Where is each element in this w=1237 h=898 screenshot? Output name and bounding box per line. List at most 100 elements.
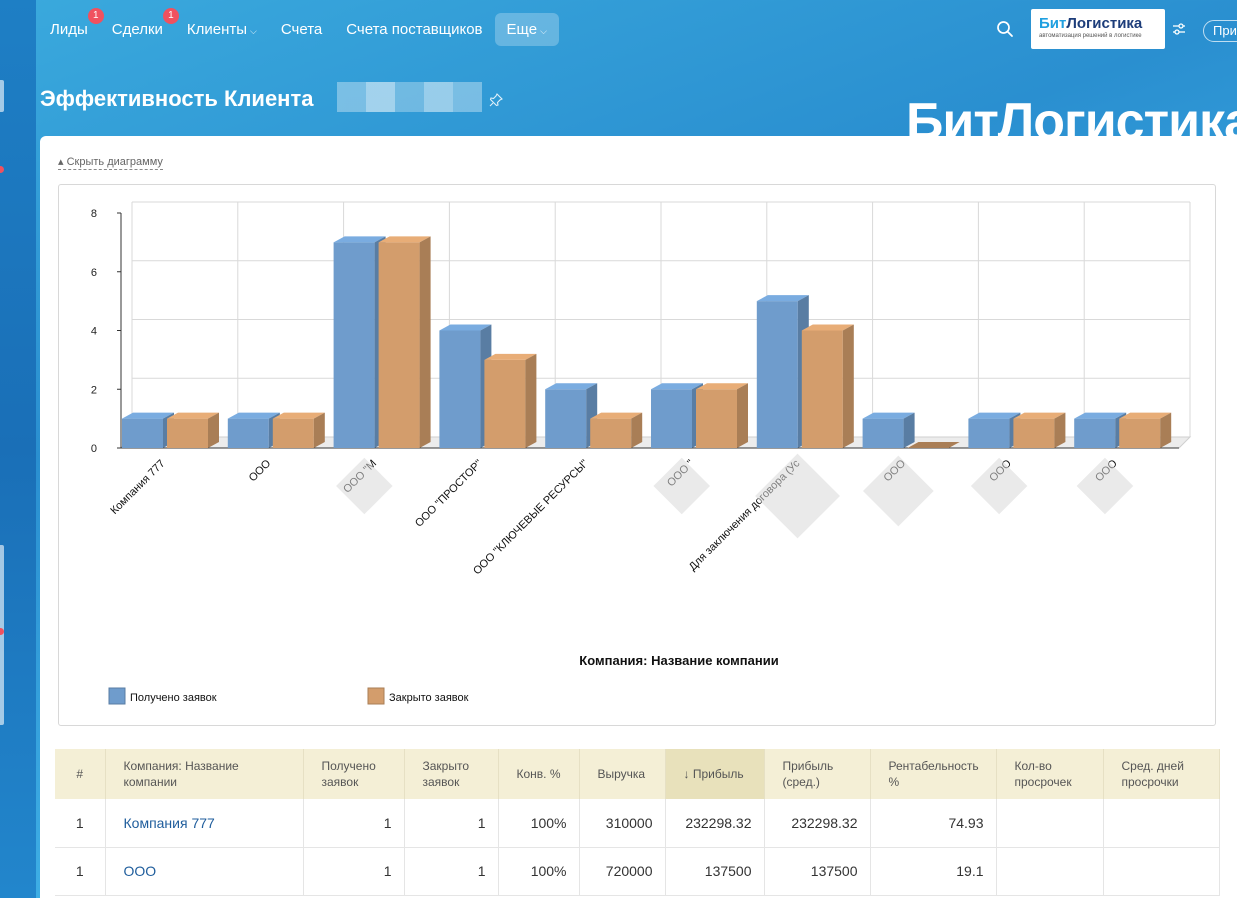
table-cell: 100% xyxy=(498,847,580,896)
company-link[interactable]: Компания 777 xyxy=(105,799,304,848)
legend-swatch xyxy=(108,687,126,705)
report-table-wrapper: # Компания: Название компании Получено зая… xyxy=(55,749,1220,896)
nav-item-0[interactable]: Лиды 1 xyxy=(38,8,104,46)
column-header[interactable]: Прибыль (сред.) xyxy=(764,749,871,799)
bar-front xyxy=(968,418,1010,448)
sidebar-notification-dot xyxy=(0,166,4,173)
bar-front xyxy=(122,418,163,448)
bar-top xyxy=(1074,412,1127,419)
invite-button[interactable]: Пригласить xyxy=(1203,20,1237,42)
column-header[interactable]: Конв. % xyxy=(498,749,580,799)
table-cell xyxy=(996,799,1104,848)
column-header[interactable]: Кол-во просрочек xyxy=(996,749,1104,799)
bar-side xyxy=(1160,412,1172,448)
company-logo[interactable]: БитЛогистика автоматизация решений в лог… xyxy=(1031,9,1165,49)
table-cell: 1 xyxy=(303,847,405,896)
bar-front xyxy=(756,301,798,448)
bar-top xyxy=(545,383,598,390)
search-icon[interactable] xyxy=(996,20,1014,38)
bar-top xyxy=(756,295,809,302)
column-header[interactable]: Выручка xyxy=(579,749,666,799)
redacted-label-block xyxy=(1076,457,1134,515)
table-cell: 1 xyxy=(404,847,499,896)
chevron-down-icon: ⌵ xyxy=(540,26,547,36)
x-tick-label: ООО "ПРОСТОР" xyxy=(413,458,485,530)
top-navigation-bar: Лиды 1 Сделки 1 Клиенты ⌵ Счета Счета поставщик… xyxy=(0,0,1237,58)
nav-item-label: Лиды xyxy=(50,21,88,38)
bar-side xyxy=(525,353,537,448)
table-cell: 310000 xyxy=(579,799,666,848)
table-cell xyxy=(1103,799,1220,848)
column-header[interactable]: Сред. дней просрочки xyxy=(1103,749,1220,799)
collapse-arrow-icon: ▴ xyxy=(58,156,64,168)
bar-side xyxy=(208,412,219,448)
table-cell: 1 xyxy=(404,799,499,848)
left-sidebar-strip xyxy=(0,0,36,898)
nav-item-1[interactable]: Сделки 1 xyxy=(100,8,179,46)
bar-top xyxy=(696,383,748,390)
pin-icon[interactable] xyxy=(489,93,503,107)
table-header-row: # Компания: Название компании Получено зая… xyxy=(55,749,1220,799)
bar-front xyxy=(862,418,904,448)
notification-badge: 1 xyxy=(87,8,104,24)
report-table: # Компания: Название компании Получено зая… xyxy=(55,749,1220,896)
table-cell: 100% xyxy=(498,799,580,848)
column-header[interactable]: Рентабельность % xyxy=(870,749,997,799)
bar-top xyxy=(167,412,219,419)
y-tick-label: 4 xyxy=(91,326,97,338)
bar-top xyxy=(378,236,431,243)
bar-front xyxy=(484,359,526,448)
bar-front xyxy=(651,389,692,448)
settings-sliders-icon[interactable] xyxy=(1172,22,1186,36)
sidebar-collapsed-item[interactable] xyxy=(0,545,4,725)
bar-top xyxy=(651,383,703,390)
column-header[interactable]: # xyxy=(55,749,106,799)
bar-zero xyxy=(907,441,960,448)
nav-item-label: Сделки xyxy=(111,21,163,38)
sidebar-collapsed-item[interactable] xyxy=(0,80,4,112)
logo-text: БитЛогистика xyxy=(1039,15,1143,32)
bar-front xyxy=(272,418,314,448)
main-menu: Лиды 1 Сделки 1 Клиенты ⌵ Счета Счета поставщик… xyxy=(38,8,559,46)
nav-item-5[interactable]: Еще ⌵ xyxy=(494,13,559,46)
column-header[interactable]: Закрыто заявок xyxy=(404,749,499,799)
bar-top xyxy=(484,353,537,360)
bar-top xyxy=(1013,412,1066,419)
nav-item-2[interactable]: Клиенты ⌵ xyxy=(175,13,269,46)
bar-side xyxy=(419,236,431,448)
nav-item-3[interactable]: Счета xyxy=(269,13,334,46)
nav-item-4[interactable]: Счета поставщиков xyxy=(334,13,494,46)
redacted-label-block xyxy=(970,457,1028,515)
bar-side xyxy=(1054,412,1066,448)
table-cell: 1 xyxy=(55,799,106,848)
legend-swatch xyxy=(367,687,385,705)
column-header[interactable]: ↓ Прибыль xyxy=(665,749,765,799)
table-cell: 1 xyxy=(303,799,405,848)
bar-front xyxy=(333,242,375,448)
toggle-chart-label: Скрыть диаграмму xyxy=(66,156,163,168)
company-link[interactable]: ООО xyxy=(105,847,304,896)
bar-front xyxy=(378,242,420,448)
nav-item-label: Счета поставщиков xyxy=(346,21,483,38)
bar-top xyxy=(272,412,325,419)
column-header[interactable]: Получено заявок xyxy=(303,749,405,799)
column-header[interactable]: Компания: Название компании xyxy=(105,749,304,799)
bar-front xyxy=(227,418,269,448)
toggle-chart-link[interactable]: ▴ Скрыть диаграмму xyxy=(58,155,163,170)
chevron-down-icon: ⌵ xyxy=(250,26,257,36)
brand-watermark: БитЛогистика xyxy=(906,93,1237,138)
bar-side xyxy=(737,383,748,448)
bar-side xyxy=(631,412,643,448)
report-card: ▴ Скрыть диаграмму 0 2 4 6 8 Компания 777 ООО О… xyxy=(40,136,1237,898)
table-cell: 19.1 xyxy=(870,847,997,896)
y-tick-label: 8 xyxy=(91,208,97,220)
bar-front xyxy=(1013,418,1055,448)
table-row: 1 Компания 777 1 1 100% 310000 232298.32 232298… xyxy=(55,799,1220,848)
bar-front xyxy=(696,389,737,448)
bar-side xyxy=(313,412,325,448)
x-axis-title: Компания: Название компании xyxy=(579,653,778,668)
notification-badge: 1 xyxy=(162,8,179,24)
bar-top xyxy=(227,412,280,419)
bar-top xyxy=(122,412,174,419)
logo-tagline: автоматизация решений в логистике xyxy=(1039,33,1142,39)
